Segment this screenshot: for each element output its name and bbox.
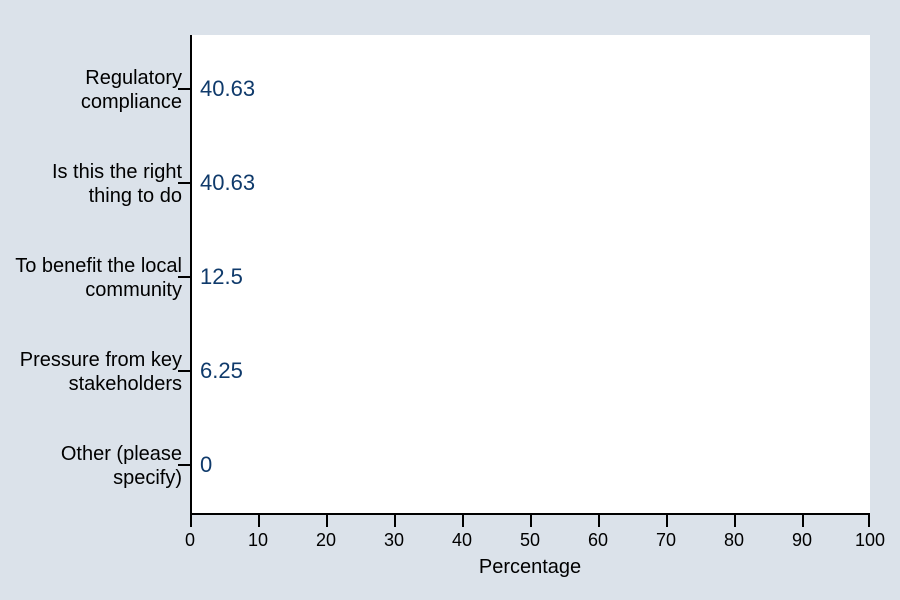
x-tick [394,515,396,527]
x-tick [734,515,736,527]
x-tick-label: 20 [316,530,336,551]
x-tick [802,515,804,527]
x-tick-label: 90 [792,530,812,551]
x-tick [868,515,870,527]
x-tick [190,515,192,527]
plot-area: 0 10 20 30 40 50 60 70 80 90 100 Percent… [190,35,870,515]
y-axis-label: Other (please specify) [12,442,182,490]
bar-value-label: 12.5 [190,264,243,290]
y-axis-label: Is this the right thing to do [12,160,182,208]
x-tick-label: 50 [520,530,540,551]
bar-value-label: 40.63 [190,76,255,102]
x-axis-title: Percentage [479,556,581,579]
x-tick [598,515,600,527]
chart-container: 0 10 20 30 40 50 60 70 80 90 100 Percent… [0,0,900,600]
x-tick-label: 80 [724,530,744,551]
x-tick [258,515,260,527]
y-axis-label: To benefit the local community [12,254,182,302]
bar-value-label: 0 [190,452,212,478]
x-tick [530,515,532,527]
x-tick-label: 0 [185,530,195,551]
x-tick [326,515,328,527]
x-tick-label: 40 [452,530,472,551]
y-axis-label: Pressure from key stakeholders [12,348,182,396]
y-axis-label: Regulatory compliance [12,66,182,114]
x-tick-label: 70 [656,530,676,551]
x-tick-label: 30 [384,530,404,551]
x-tick-label: 60 [588,530,608,551]
x-tick-label: 100 [855,530,885,551]
bar-value-label: 40.63 [190,170,255,196]
x-tick-label: 10 [248,530,268,551]
x-tick [666,515,668,527]
x-tick [462,515,464,527]
bar-value-label: 6.25 [190,358,243,384]
